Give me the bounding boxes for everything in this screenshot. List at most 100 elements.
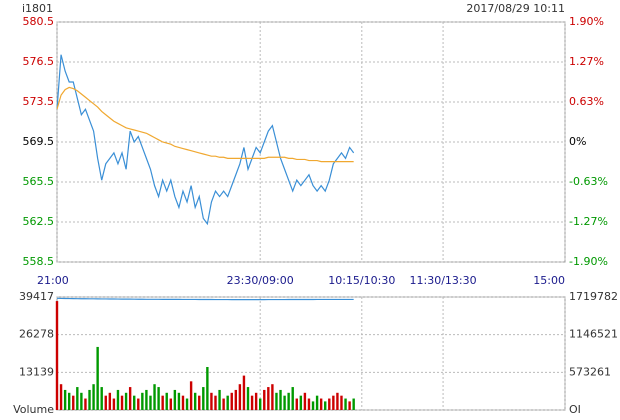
volume-bar (226, 395, 229, 410)
volume-bar (88, 389, 91, 410)
volume-bar (299, 395, 303, 410)
y2-tick-label: 573261 (569, 365, 611, 378)
y-tick-label: 562.5 (23, 215, 55, 228)
volume-bar (92, 384, 95, 410)
volume-bar (263, 389, 266, 410)
volume-bar (76, 387, 79, 410)
volume-bar (291, 387, 294, 410)
x-tick-label: 23:30/09:00 (227, 274, 294, 287)
volume-bar (173, 389, 177, 410)
volume-bar (185, 398, 189, 410)
y-tick-label: 580.5 (23, 15, 55, 28)
y2-tick-label: -1.90% (569, 255, 608, 268)
volume-bar (319, 398, 323, 410)
volume-bar (145, 389, 148, 410)
volume-bar (230, 392, 233, 410)
volume-bar (124, 392, 128, 410)
volume-bar (128, 387, 132, 410)
volume-bar (112, 398, 116, 410)
volume-bar (120, 395, 124, 410)
volume-bar (80, 392, 83, 410)
volume-bar (250, 395, 254, 410)
price-line (56, 86, 354, 163)
volume-bar (303, 392, 307, 410)
volume-bar (108, 392, 112, 410)
y2-tick-label: 0.63% (569, 95, 604, 108)
volume-bar (181, 395, 185, 410)
volume-bar (271, 384, 274, 410)
volume-bar (283, 395, 286, 410)
y-tick-label: 576.5 (23, 55, 55, 68)
x-tick-label: 11:30/13:30 (410, 274, 477, 287)
volume-bar (238, 384, 242, 410)
volume-bar (311, 401, 315, 410)
volume-bar (59, 384, 63, 410)
volume-bar (340, 395, 343, 410)
volume-bar (218, 389, 221, 410)
volume-bar (206, 366, 209, 410)
volume-bar (84, 398, 87, 410)
volume-bar (336, 392, 339, 410)
y-tick-label: 13139 (19, 365, 54, 378)
y2-tick-label: -1.27% (569, 215, 608, 228)
y-tick-label: 26278 (19, 328, 54, 341)
volume-bar (202, 387, 205, 410)
y-tick-label: 573.5 (23, 95, 55, 108)
volume-bar (72, 395, 75, 410)
y-tick-label: 558.5 (23, 255, 55, 268)
volume-bar (246, 387, 250, 410)
y2-tick-label: 1146521 (569, 328, 618, 341)
price-line (56, 54, 355, 226)
volume-bar (328, 398, 331, 410)
plot-frame (56, 296, 566, 411)
volume-bar (104, 395, 107, 410)
volume-bar (214, 395, 217, 410)
volume-bar (222, 398, 225, 410)
volume-bar (352, 398, 355, 410)
y-tick-label: 39417 (19, 290, 54, 303)
x-tick-label: 15:00 (533, 274, 565, 287)
volume-bar (141, 392, 144, 410)
chart-title: i1801 (22, 2, 53, 15)
volume-bar (315, 395, 319, 410)
volume-bar (234, 389, 238, 410)
volume-bar (279, 389, 282, 410)
volume-bar (254, 392, 258, 410)
volume-bar (267, 387, 270, 410)
volume-bar (63, 389, 67, 410)
volume-bar (161, 395, 164, 410)
volume-bar (324, 401, 327, 410)
volume-bar (198, 395, 201, 410)
volume-bar (67, 392, 71, 410)
volume-bar (287, 392, 290, 410)
y2-tick-label: 1.90% (569, 15, 604, 28)
volume-bar (133, 395, 136, 410)
volume-bar (210, 392, 213, 410)
volume-bar (149, 395, 152, 410)
chart-timestamp: 2017/08/29 10:11 (466, 2, 565, 15)
volume-bar (295, 398, 298, 410)
volume-bar (116, 389, 120, 410)
volume-bar (165, 392, 168, 410)
volume-bar (100, 387, 103, 410)
volume-bar (157, 387, 160, 410)
volume-bar (177, 392, 181, 410)
volume-bar (275, 392, 278, 410)
volume-bar (307, 398, 311, 410)
volume-bar (344, 398, 347, 410)
volume-bar (55, 301, 59, 410)
y2-tick-label: -0.63% (569, 175, 608, 188)
y-tick-label: 569.5 (23, 135, 55, 148)
y2-tick-label: 0% (569, 135, 586, 148)
volume-bar (189, 381, 193, 410)
volume-bar (242, 375, 246, 410)
volume-bar (96, 346, 99, 410)
volume-bar (137, 398, 140, 410)
volume-bar (348, 401, 351, 410)
volume-bar (259, 398, 262, 410)
open-interest-line (56, 297, 354, 301)
y2-tick-label: 1.27% (569, 55, 604, 68)
y-tick-label: Volume (13, 403, 54, 416)
y2-tick-label: 1719782 (569, 290, 618, 303)
